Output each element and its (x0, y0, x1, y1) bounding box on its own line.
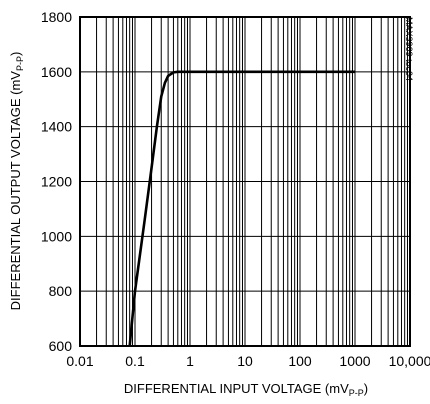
x-tick-label: 0.1 (125, 353, 145, 369)
y-tick-label: 1800 (41, 9, 72, 25)
x-tick-label: 10,000 (389, 353, 430, 369)
x-tick-label: 0.01 (66, 353, 93, 369)
x-tick-label: 100 (288, 353, 312, 369)
series-layer (128, 70, 355, 347)
x-axis-label: DIFFERENTIAL INPUT VOLTAGE (mVP-P) (124, 381, 368, 398)
y-tick-labels: 600 800 1000 1200 1400 1600 1800 (41, 9, 72, 354)
plot-frame (79, 16, 411, 347)
y-tick-label: 1400 (41, 119, 72, 135)
series-line (128, 70, 355, 347)
watermark-label: MAX3969 toc04 (404, 17, 414, 81)
x-tick-label: 1000 (339, 353, 370, 369)
x-tick-label: 1 (186, 353, 194, 369)
y-tick-label: 800 (49, 283, 73, 299)
x-tick-label: 10 (237, 353, 253, 369)
y-tick-label: 1600 (41, 64, 72, 80)
y-axis-label: DIFFERENTIAL OUTPUT VOLTAGE (mVP-P) (8, 52, 25, 311)
y-tick-label: 1000 (41, 228, 72, 244)
x-tick-labels: 0.01 0.1 1 10 100 1000 10,000 (66, 353, 430, 369)
y-tick-label: 1200 (41, 174, 72, 190)
y-tick-label: 600 (49, 338, 73, 354)
grid-lines (80, 17, 410, 346)
